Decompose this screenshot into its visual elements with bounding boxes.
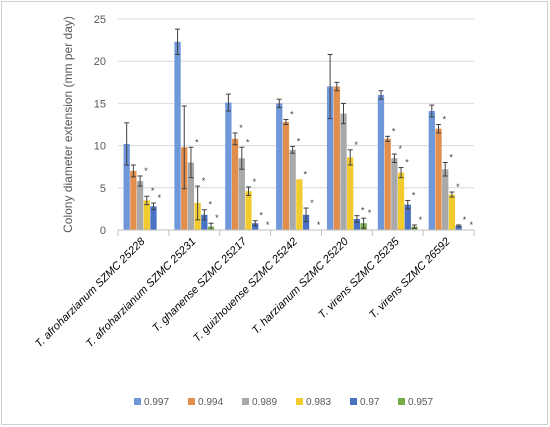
legend-swatch: [398, 398, 405, 405]
significance-star: *: [151, 186, 155, 196]
y-tick-label: 10: [94, 141, 106, 153]
legend-swatch: [242, 398, 249, 405]
significance-star: *: [259, 211, 263, 221]
category-label: T. guizhouense SZMC 25242: [191, 236, 300, 345]
significance-star: *: [246, 137, 250, 147]
bar: [252, 223, 259, 230]
significance-star: *: [354, 140, 358, 150]
significance-star: *: [449, 152, 453, 162]
bar: [289, 149, 296, 230]
legend-swatch: [350, 398, 357, 405]
bar: [435, 128, 442, 230]
bar: [428, 110, 435, 230]
bar: [455, 225, 462, 230]
bar: [143, 200, 150, 230]
bar: [391, 158, 398, 230]
y-tick-label: 20: [94, 56, 106, 68]
bar: [377, 94, 385, 231]
legend-label: 0.957: [408, 397, 433, 408]
bar: [296, 179, 303, 230]
bar: [150, 206, 157, 230]
significance-star: *: [253, 177, 257, 187]
significance-star: *: [368, 208, 372, 218]
bar: [276, 103, 283, 230]
significance-star: *: [290, 109, 294, 119]
bar: [282, 121, 290, 230]
significance-star: *: [361, 206, 365, 216]
y-tick-label: 0: [100, 225, 106, 237]
y-tick-label: 5: [100, 183, 106, 195]
significance-star: *: [463, 215, 467, 225]
significance-star: *: [215, 213, 219, 223]
bar: [326, 86, 334, 231]
bar: [353, 219, 361, 230]
bar: [123, 143, 130, 230]
bar: [245, 191, 252, 230]
significance-star: *: [469, 220, 473, 230]
significance-star: *: [304, 169, 308, 179]
bar: [136, 181, 144, 230]
significance-star: *: [412, 190, 416, 200]
significance-star: *: [317, 220, 321, 230]
bar: [231, 138, 239, 230]
significance-star: *: [443, 115, 447, 125]
bar: [302, 214, 310, 230]
significance-star: *: [405, 158, 409, 168]
legend-label: 0.994: [198, 397, 223, 408]
legend-swatch: [188, 398, 195, 405]
significance-star: *: [195, 137, 199, 147]
category-label: T. harzianum SZMC 25220: [250, 235, 352, 337]
legend-label: 0.97: [360, 397, 380, 408]
significance-star: *: [158, 193, 162, 203]
bars: ******************* ***********: [123, 28, 473, 231]
significance-star: *: [202, 176, 206, 186]
bar: [201, 214, 208, 230]
y-tick-label: 25: [94, 14, 106, 26]
bar: [238, 158, 245, 230]
bar: [347, 157, 354, 230]
bar: [333, 86, 340, 231]
significance-star: *: [310, 198, 314, 208]
bar: [404, 204, 411, 230]
legend: 0.997 0.994 0.989 0.983 0.97 0.957: [134, 397, 433, 408]
gridlines: [117, 18, 475, 236]
significance-star: *: [297, 136, 301, 146]
significance-star: *: [399, 144, 403, 154]
y-tick-label: 15: [94, 98, 106, 110]
significance-star: *: [239, 123, 243, 133]
significance-star: *: [456, 182, 460, 192]
legend-label: 0.989: [252, 397, 277, 408]
bar: [448, 194, 456, 230]
legend-swatch: [134, 398, 141, 405]
significance-star: *: [419, 215, 423, 225]
bar: [384, 138, 391, 230]
bar: [442, 169, 449, 230]
bar: [174, 41, 181, 231]
legend-label: 0.983: [306, 397, 331, 408]
significance-star: *: [392, 126, 396, 136]
bar: [225, 102, 232, 230]
bar: [397, 172, 405, 230]
significance-star: *: [266, 220, 270, 230]
y-axis-ticks: 0 5 10 15 20 25: [94, 14, 106, 237]
category-label: T. afroharzianum SZMC 25228: [33, 235, 148, 350]
category-label: T. afroharzianum SZMC 25231: [84, 236, 199, 351]
bar: [187, 162, 195, 230]
legend-swatch: [296, 398, 303, 405]
bar: [340, 113, 347, 230]
significance-star: *: [208, 200, 212, 210]
significance-star: *: [144, 166, 148, 176]
category-label: T. ghanense SZMC 25217: [150, 235, 250, 335]
legend-label: 0.997: [144, 397, 169, 408]
bar: [130, 170, 137, 230]
y-axis-label: Colony diameter extension (mm per day): [61, 16, 75, 233]
